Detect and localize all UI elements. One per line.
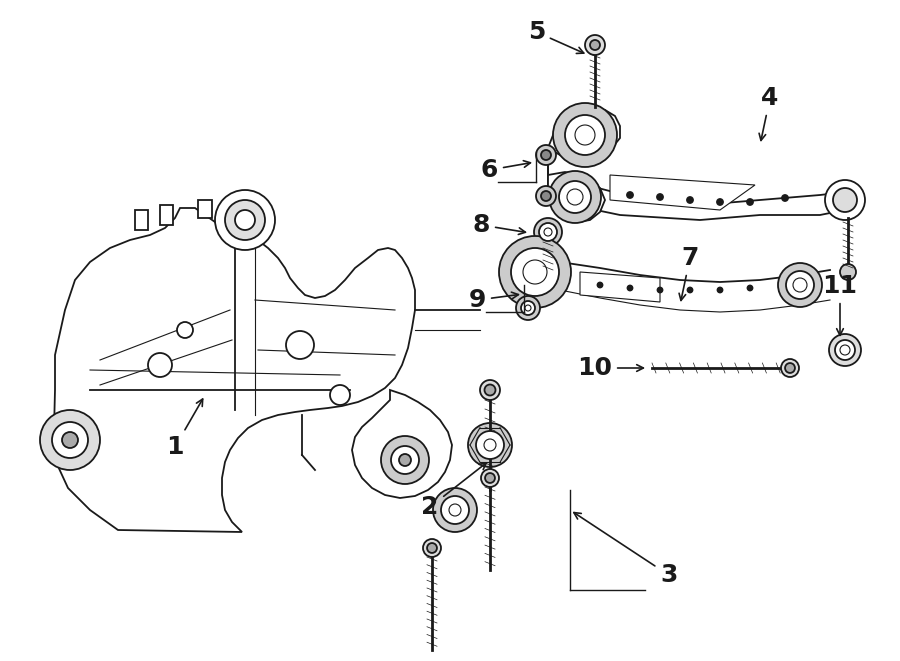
Circle shape <box>541 150 551 160</box>
Circle shape <box>781 359 799 377</box>
Circle shape <box>835 340 855 360</box>
Polygon shape <box>198 200 212 218</box>
Circle shape <box>687 197 693 203</box>
Text: 8: 8 <box>472 213 526 237</box>
Circle shape <box>549 171 601 223</box>
Circle shape <box>627 286 633 290</box>
Circle shape <box>544 228 552 236</box>
Circle shape <box>468 423 512 467</box>
Circle shape <box>399 454 411 466</box>
Circle shape <box>778 263 822 307</box>
Text: 5: 5 <box>527 20 584 54</box>
Circle shape <box>427 543 437 553</box>
Circle shape <box>567 189 583 205</box>
Polygon shape <box>510 248 560 295</box>
Circle shape <box>782 195 788 201</box>
Circle shape <box>499 236 571 308</box>
Polygon shape <box>548 148 850 220</box>
Circle shape <box>688 288 692 293</box>
Circle shape <box>539 223 557 241</box>
Circle shape <box>480 380 500 400</box>
Circle shape <box>536 145 556 165</box>
Circle shape <box>286 331 314 359</box>
Circle shape <box>523 260 547 284</box>
Circle shape <box>840 345 850 355</box>
Circle shape <box>748 286 752 290</box>
Circle shape <box>829 334 861 366</box>
Circle shape <box>330 385 350 405</box>
Polygon shape <box>548 172 605 222</box>
Circle shape <box>833 188 857 212</box>
Circle shape <box>657 194 663 200</box>
Circle shape <box>717 288 723 293</box>
Circle shape <box>485 473 495 483</box>
Circle shape <box>215 190 275 250</box>
Text: 4: 4 <box>759 86 778 140</box>
Circle shape <box>747 199 753 205</box>
Circle shape <box>658 288 662 293</box>
Circle shape <box>590 40 600 50</box>
Text: 10: 10 <box>577 356 644 380</box>
Circle shape <box>481 469 499 487</box>
Circle shape <box>525 305 531 311</box>
Text: 7: 7 <box>680 246 698 301</box>
Circle shape <box>148 353 172 377</box>
Circle shape <box>541 191 551 201</box>
Circle shape <box>575 125 595 145</box>
Polygon shape <box>54 208 415 532</box>
Text: 1: 1 <box>166 399 202 459</box>
Circle shape <box>177 322 193 338</box>
Text: 6: 6 <box>481 158 530 182</box>
Circle shape <box>381 436 429 484</box>
Circle shape <box>786 271 814 299</box>
Circle shape <box>598 282 602 288</box>
Circle shape <box>423 539 441 557</box>
Circle shape <box>565 115 605 155</box>
Circle shape <box>521 301 535 315</box>
Polygon shape <box>580 272 660 302</box>
Circle shape <box>225 200 265 240</box>
Circle shape <box>441 496 469 524</box>
Circle shape <box>511 248 559 296</box>
Circle shape <box>536 186 556 206</box>
Polygon shape <box>610 175 755 210</box>
Circle shape <box>785 363 795 373</box>
Text: 3: 3 <box>574 512 678 587</box>
Circle shape <box>553 103 617 167</box>
Circle shape <box>433 488 477 532</box>
Circle shape <box>585 35 605 55</box>
Circle shape <box>449 504 461 516</box>
Circle shape <box>40 410 100 470</box>
Circle shape <box>717 199 723 205</box>
Polygon shape <box>548 108 620 158</box>
Circle shape <box>627 192 633 198</box>
Circle shape <box>62 432 78 448</box>
Circle shape <box>235 210 255 230</box>
Circle shape <box>825 180 865 220</box>
Text: 2: 2 <box>421 463 486 519</box>
Circle shape <box>559 181 591 213</box>
Circle shape <box>840 264 856 280</box>
Circle shape <box>534 218 562 246</box>
Circle shape <box>484 385 496 395</box>
Circle shape <box>391 446 419 474</box>
Text: 9: 9 <box>469 288 518 312</box>
Circle shape <box>516 296 540 320</box>
Text: 11: 11 <box>823 274 858 335</box>
Circle shape <box>484 439 496 451</box>
Circle shape <box>52 422 88 458</box>
Polygon shape <box>160 205 173 225</box>
Circle shape <box>476 431 504 459</box>
Circle shape <box>793 278 807 292</box>
Polygon shape <box>135 210 148 230</box>
Polygon shape <box>352 390 452 498</box>
